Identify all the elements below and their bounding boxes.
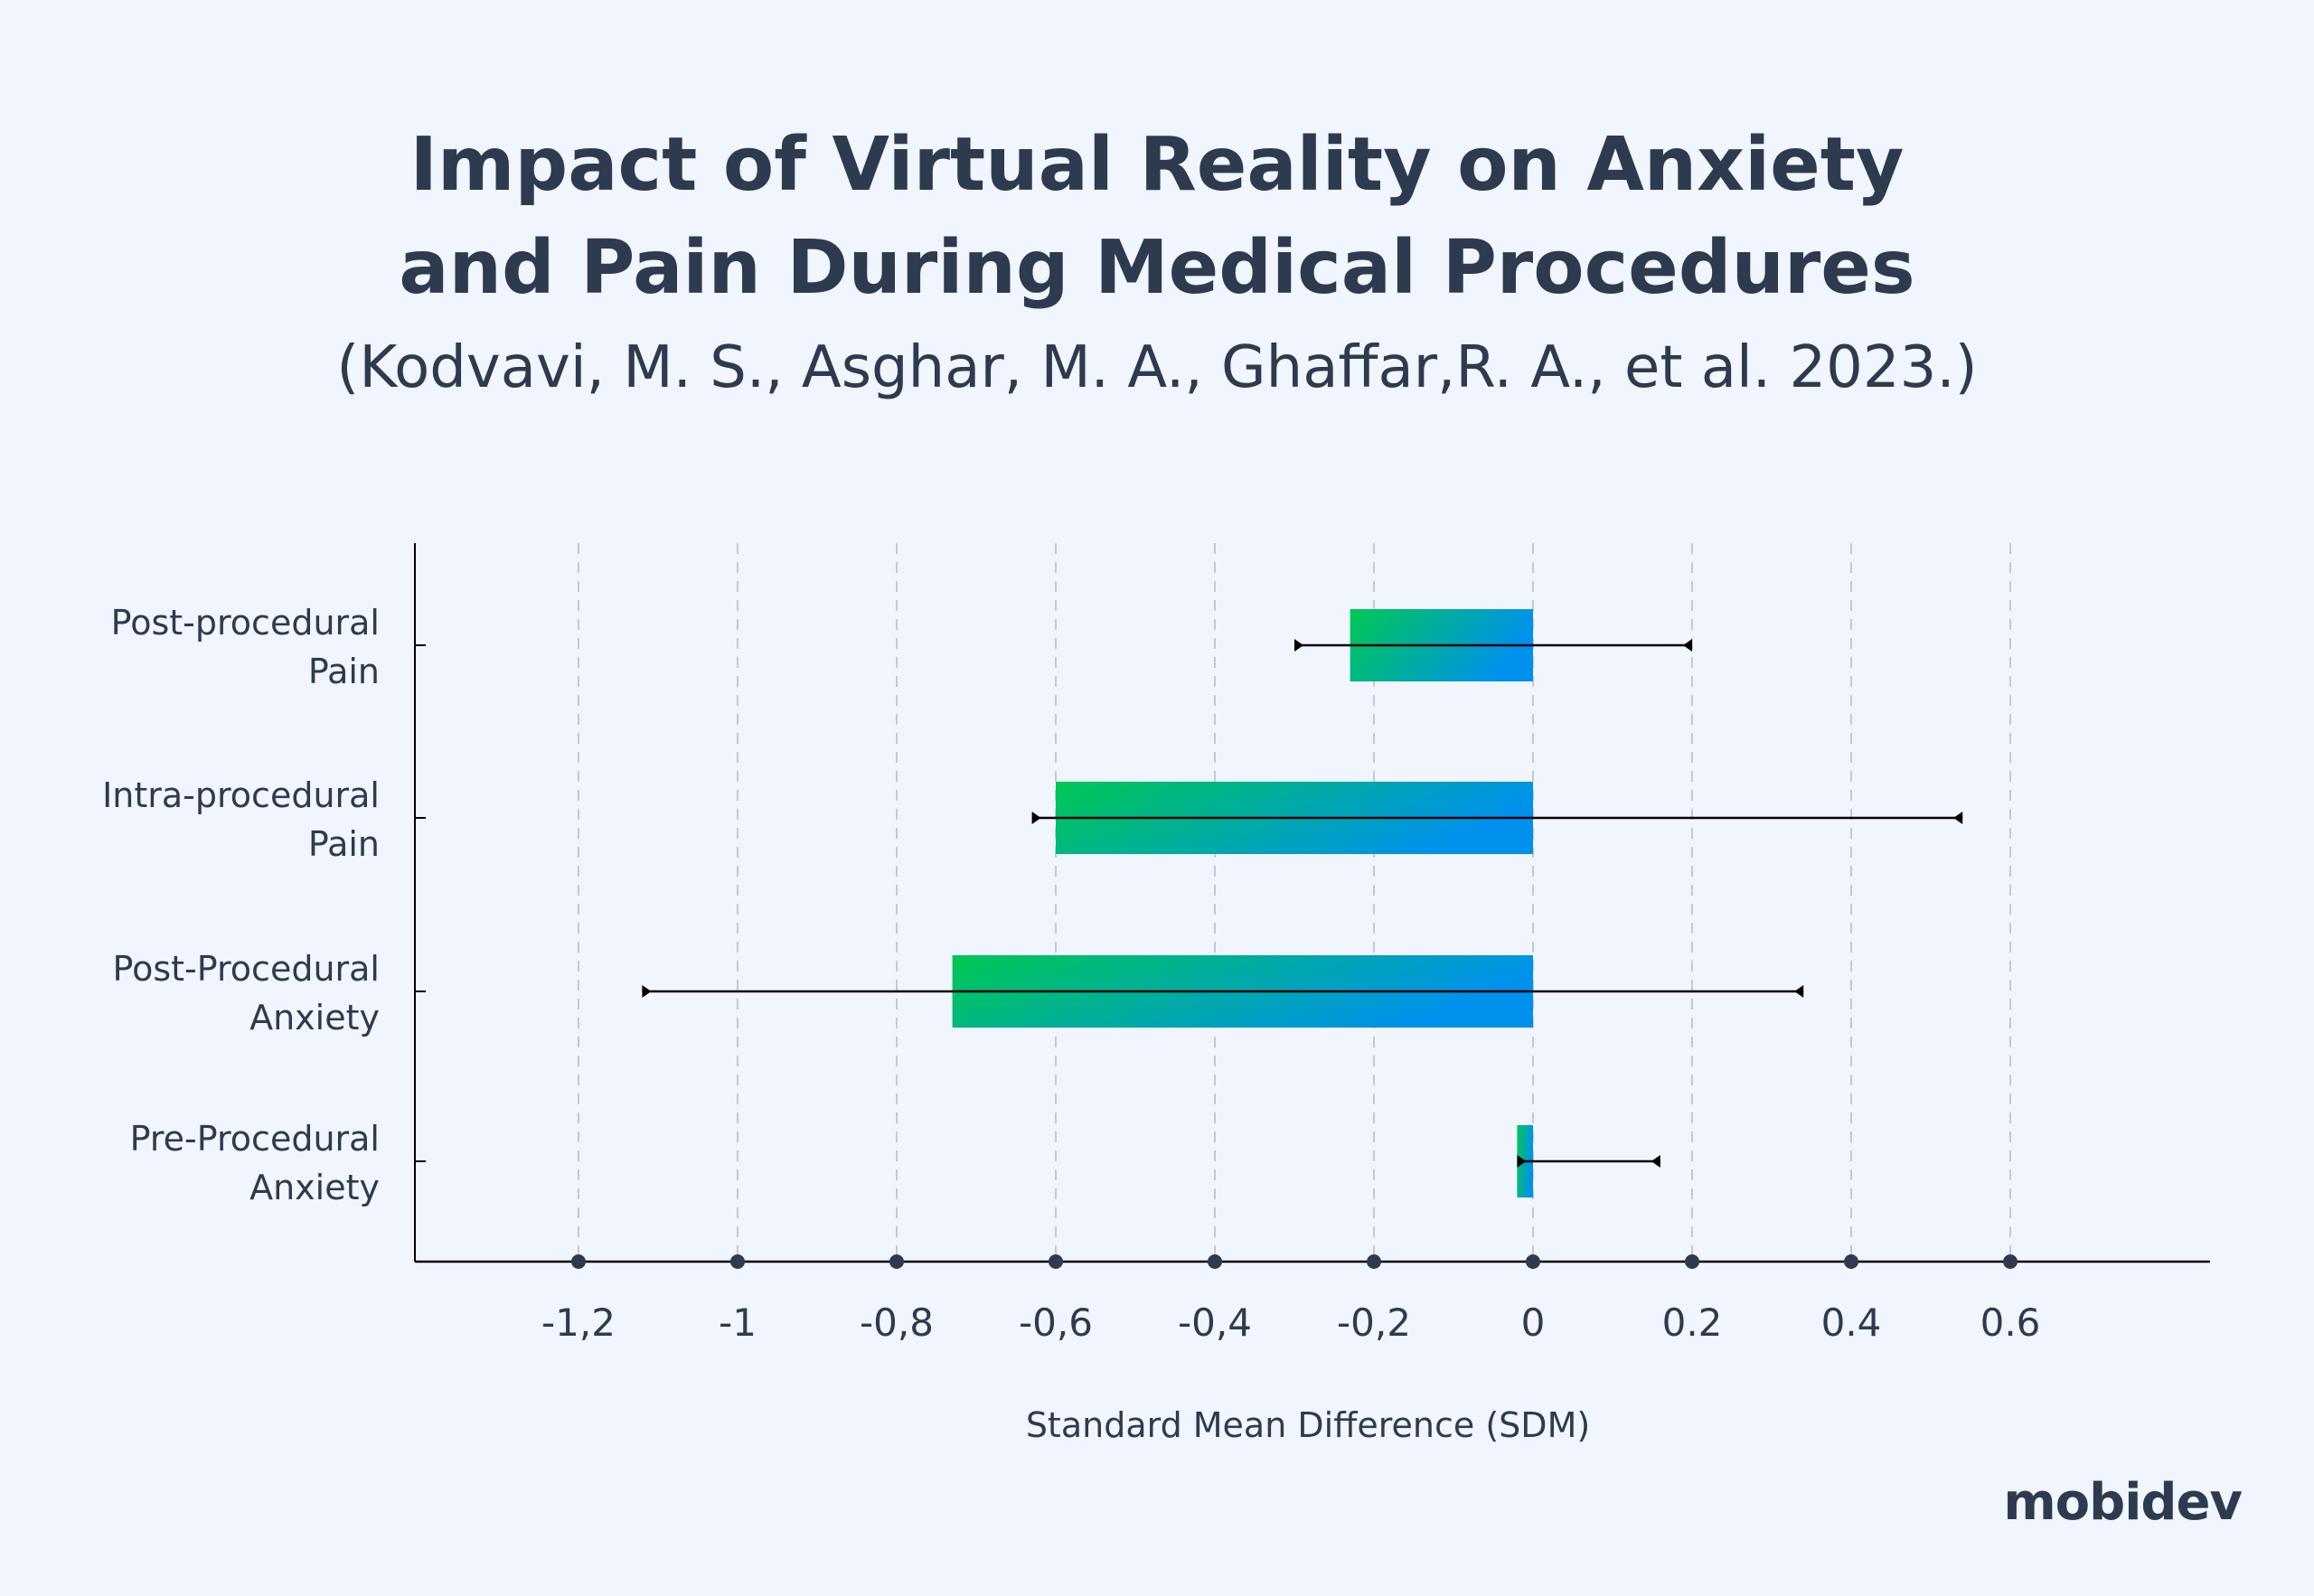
mobidev-logo: mobidev [2003,1473,2243,1532]
x-tick-dot [1367,1254,1381,1269]
x-tick-dot [1685,1254,1699,1269]
x-tick-dot [1208,1254,1222,1269]
title-line-2: and Pain During Medical Procedures [399,225,1915,311]
error-cap-upper [1683,639,1692,652]
x-tick-dot [571,1254,586,1269]
title-line-1: Impact of Virtual Reality on Anxiety [409,122,1905,208]
error-cap-lower [1517,1155,1527,1168]
x-tick-label: 0.6 [1980,1300,2041,1345]
x-tick-label: -0,6 [1019,1300,1093,1345]
category-label: Anxiety [249,1168,380,1207]
category-label: Post-Procedural [113,949,380,989]
x-tick-label: -0,4 [1178,1300,1252,1345]
x-tick-dot [730,1254,745,1269]
category-label: Pain [308,824,380,864]
category-label: Post-procedural [111,603,380,643]
x-tick-label: 0 [1521,1300,1546,1345]
x-tick-label: -1 [719,1300,757,1345]
error-cap-lower [642,985,652,998]
x-tick-label: 0.2 [1662,1300,1723,1345]
x-tick-dot [1844,1254,1858,1269]
x-tick-dot [2003,1254,2018,1269]
category-label: Intra-procedural [102,775,380,815]
x-tick-dot [889,1254,904,1269]
error-cap-lower [1294,639,1303,652]
x-tick-label: -1,2 [541,1300,616,1345]
x-tick-label: -0,8 [860,1300,934,1345]
category-label: Anxiety [249,998,380,1037]
error-cap-upper [1651,1155,1660,1168]
x-tick-dot [1526,1254,1540,1269]
chart-title: Impact of Virtual Reality on Anxiety and… [0,114,2314,320]
x-tick-label: 0.4 [1821,1300,1882,1345]
x-tick-label: -0,2 [1337,1300,1411,1345]
x-tick-dot [1049,1254,1063,1269]
error-cap-upper [1953,812,1963,824]
chart-subtitle: (Kodvavi, M. S., Asghar, M. A., Ghaffar,… [336,334,1978,401]
error-cap-lower [1031,812,1041,824]
category-label: Pre-Procedural [130,1119,380,1159]
x-axis-label: Standard Mean Difference (SDM) [1026,1405,1590,1445]
category-label: Pain [308,652,380,691]
error-cap-upper [1794,985,1804,998]
